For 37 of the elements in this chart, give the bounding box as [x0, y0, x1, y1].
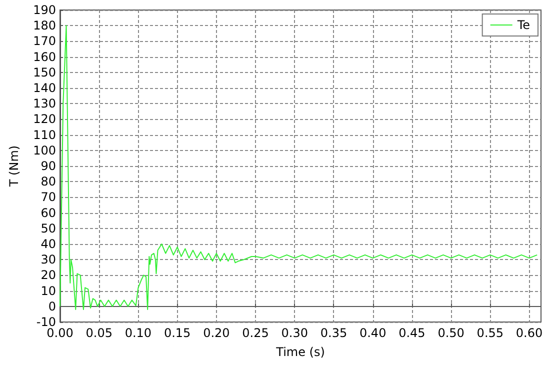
y-tick-label: 180	[33, 18, 56, 33]
y-tick-label: 170	[33, 34, 56, 48]
x-tick-label: 0.25	[242, 326, 269, 340]
x-tick-label: 0.30	[281, 326, 308, 340]
y-tick-label: 0	[48, 299, 56, 314]
y-tick-label: 110	[33, 128, 56, 142]
y-tick-label: 40	[40, 237, 56, 251]
y-axis-title: T (Nm)	[7, 145, 21, 188]
y-tick-label: 90	[40, 159, 56, 173]
x-axis-title: Time (s)	[275, 345, 325, 359]
y-tick-label: 60	[40, 206, 56, 220]
x-tick-label: 0.35	[320, 326, 348, 340]
y-tick-label: 140	[33, 81, 56, 95]
x-tick-label: 0.00	[46, 326, 74, 340]
x-tick-label: 0.40	[359, 326, 386, 340]
y-tick-label: 80	[40, 174, 56, 189]
y-tick-label: 190	[33, 3, 56, 17]
y-tick-label: 30	[40, 252, 56, 267]
x-tick-label: 0.15	[164, 326, 191, 340]
x-tick-label: 0.45	[398, 326, 426, 340]
y-tick-label: 120	[33, 112, 56, 126]
y-tick-label: -10	[36, 315, 56, 329]
x-tick-label: 0.05	[86, 326, 112, 340]
y-tick-label: 150	[33, 65, 56, 80]
x-tick-label: 0.10	[124, 326, 152, 340]
y-tick-label: 50	[40, 221, 56, 236]
y-tick-label: 130	[33, 96, 56, 111]
y-tick-label: 100	[33, 143, 56, 158]
x-tick-label: 0.20	[203, 326, 230, 340]
legend-label: Te	[516, 18, 530, 32]
x-tick-label: 0.55	[476, 326, 504, 340]
y-tick-label: 10	[40, 284, 56, 298]
x-tick-label: 0.60	[516, 326, 543, 340]
y-tick-label: 160	[33, 50, 56, 64]
y-tick-label: 70	[40, 190, 56, 204]
x-tick-label: 0.50	[438, 326, 464, 340]
y-tick-label: 20	[40, 268, 56, 282]
